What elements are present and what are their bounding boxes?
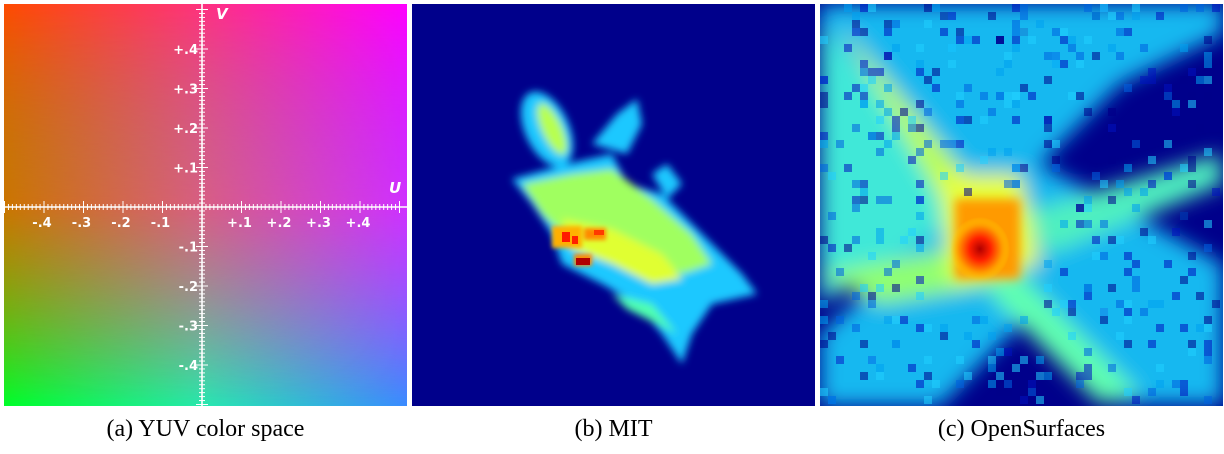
v-tick-label: +.1 [173,162,198,177]
yuv-axes: -.4 -.3 -.2 -.1 +.1 +.2 +.3 +.4 +.4 +.3 +.2 +.1 -.1 -… [4,4,407,406]
opensurfaces-heatmap [820,4,1223,406]
u-tick-label: -.2 [111,216,130,231]
u-tick-label: +.3 [306,216,331,231]
mit-heatmap [412,4,815,406]
v-tick-label: -.2 [179,280,198,295]
caption-mit: (b) MIT [574,416,653,442]
v-tick-label: -.4 [179,359,198,374]
u-tick-label: +.2 [267,216,292,231]
v-axis-label: V [216,5,229,23]
caption-yuv: (a) YUV color space [106,416,305,442]
opensurfaces-heatmap-svg [820,4,1223,406]
caption-opensurfaces: (c) OpenSurfaces [937,416,1106,442]
u-axis-label: U [389,179,401,197]
opensurfaces-scatter-pixels [820,4,1220,404]
v-tick-label: +.3 [173,83,198,98]
yuv-color-space-plot: -.4 -.3 -.2 -.1 +.1 +.2 +.3 +.4 +.4 +.3 +.2 +.1 -.1 -… [4,4,407,406]
v-tick-label: -.3 [179,320,198,335]
v-tick-label: +.4 [173,43,198,58]
u-tick-label: -.3 [72,216,91,231]
v-tick-label: -.1 [179,241,198,256]
v-tick-label: +.2 [173,122,198,137]
u-tick-label: -.4 [32,216,51,231]
u-tick-label: +.1 [227,216,252,231]
yuv-svg: -.4 -.3 -.2 -.1 +.1 +.2 +.3 +.4 +.4 +.3 +.2 +.1 -.1 -… [4,4,407,406]
u-tick-label: +.4 [346,216,371,231]
u-tick-label: -.1 [151,216,170,231]
mit-heatmap-svg [412,4,815,406]
